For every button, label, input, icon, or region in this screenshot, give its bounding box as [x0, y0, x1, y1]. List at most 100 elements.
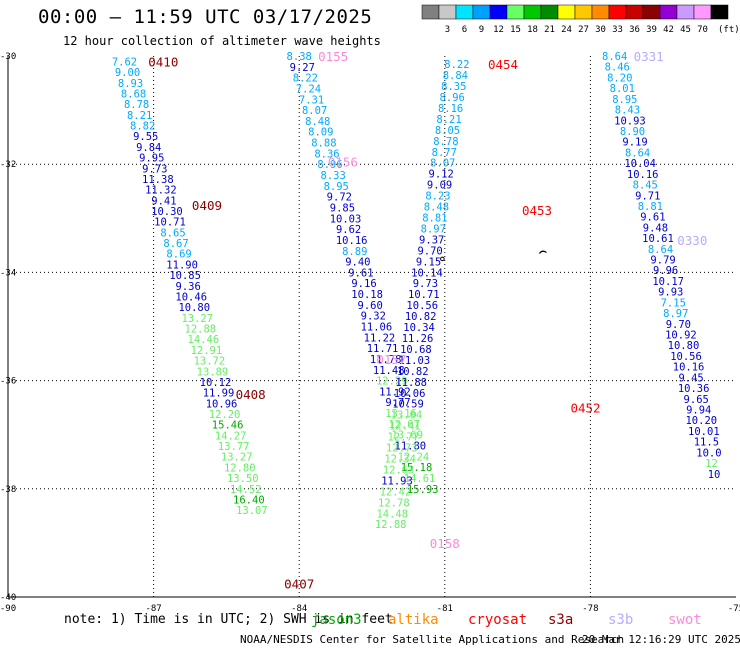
x-tick-label: -84 [291, 604, 307, 612]
wave-height-value: 10.04 [624, 158, 656, 170]
wave-height-value: 11.93 [381, 475, 413, 487]
wave-height-value: 8.23 [425, 191, 450, 203]
satellite-jason3: jason3 [311, 612, 362, 628]
wave-height-value: 8.82 [130, 121, 155, 133]
chart-title: 00:00 – 11:59 UTC 03/17/2025 [38, 6, 373, 28]
wave-height-value: 10.18 [351, 289, 383, 301]
wave-height-value: 11.71 [367, 343, 399, 355]
wave-height-value: 11.38 [142, 174, 174, 186]
wave-height-value: 9.79 [650, 255, 675, 267]
y-tick-label: -40 [0, 593, 16, 603]
legend-label: 42 [663, 25, 674, 35]
y-tick-label: -38 [0, 485, 16, 495]
wave-height-value: 10.01 [688, 426, 720, 438]
wave-height-value: 8.21 [127, 110, 152, 122]
pass-time-label: 0454 [488, 57, 518, 72]
y-tick-label: -34 [0, 268, 16, 278]
wave-height-value: 8.46 [605, 62, 630, 74]
wave-height-value: 9.48 [643, 222, 668, 234]
wave-height-value: 8.67 [163, 238, 188, 250]
x-tick-label: -87 [145, 604, 161, 612]
color-legend: 3 6 9 12 15 18 21 24 27 30 33 36 39 42 45 70 (ft) [421, 4, 740, 35]
wave-height-value: 7.31 [299, 94, 324, 106]
wave-height-value: 8.21 [436, 114, 461, 126]
wave-height-value: 8.20 [607, 72, 632, 84]
wave-height-value: 12.42 [380, 486, 412, 498]
wave-height-value: 9.40 [345, 257, 370, 269]
wave-height-value: 13.16 [385, 408, 417, 420]
wave-height-value: 13.77 [218, 441, 250, 453]
wave-height-value: 8.48 [305, 116, 330, 128]
wave-height-value: 10 [708, 469, 721, 481]
wave-height-value: 10.92 [665, 330, 697, 342]
wave-height-value: 8.38 [287, 51, 312, 63]
wave-height-value: 8.65 [160, 227, 185, 239]
pass-time-label: 0410 [148, 54, 178, 69]
wave-height-value: 11.22 [364, 332, 396, 344]
wave-height-value: 12.80 [224, 462, 256, 474]
wave-height-value: 8.78 [433, 136, 458, 148]
legend-label: 9 [479, 25, 484, 35]
wave-height-value: 9.19 [622, 137, 647, 149]
wave-height-value: 12.41 [389, 421, 421, 433]
legend-label: 33 [612, 25, 623, 35]
footer-date: 20 Mar 12:16:29 UTC 2025 [582, 633, 740, 646]
wave-height-value: 8.36 [314, 148, 339, 160]
y-tick-label: -30 [0, 52, 16, 62]
wave-height-value: 13.04 [391, 410, 423, 422]
wave-height-value: 8.22 [293, 73, 318, 85]
y-tick-label: -36 [0, 377, 16, 387]
wave-height-value: 10.80 [668, 340, 700, 352]
wave-height-value: 9.70 [666, 319, 691, 331]
legend-label: 24 [561, 25, 572, 35]
wave-height-value: 9.61 [348, 267, 373, 279]
wave-height-value: 8.01 [610, 83, 635, 95]
wave-height-value: 12.63 [383, 464, 415, 476]
wave-height-value: 9.95 [139, 153, 164, 165]
wave-height-value: 13.72 [194, 356, 226, 368]
wave-height-value: 10.16 [336, 235, 368, 247]
wave-height-value: 14.52 [230, 484, 262, 496]
x-tick-label: -90 [0, 604, 16, 612]
satellite-swot: swot [668, 612, 702, 628]
pass-time-label: 0452 [570, 401, 600, 416]
island-shape [440, 256, 445, 262]
wave-height-value: 10.85 [169, 270, 201, 282]
wave-height-value: 8.95 [324, 181, 349, 193]
wave-height-value: 12.67 [388, 419, 420, 431]
satellite-s3a: s3a [548, 612, 574, 628]
wave-height-value: 9.84 [136, 142, 161, 154]
wave-height-value: 8.05 [435, 125, 460, 137]
wave-height-value: 9.61 [640, 212, 665, 224]
wave-height-value: 9.16 [351, 278, 376, 290]
wave-height-value: 8.68 [121, 88, 146, 100]
wave-height-value: 9.73 [142, 163, 167, 175]
wave-height-value: 16.40 [233, 494, 265, 506]
wave-height-value: 9.41 [151, 195, 176, 207]
wave-height-value: 8.81 [638, 201, 663, 213]
wave-height-value: 9.96 [653, 265, 678, 277]
wave-height-value: 8.64 [625, 147, 650, 159]
wave-height-value: 11.48 [373, 365, 405, 377]
wave-height-value: 10.82 [405, 311, 437, 323]
wave-height-value: 15.93 [407, 484, 439, 496]
wave-height-value: 8.78 [124, 99, 149, 111]
wave-height-value: 9.85 [330, 202, 355, 214]
wave-height-value: 9.60 [358, 300, 383, 312]
wave-height-value: 10.71 [408, 289, 440, 301]
x-tick-label: -78 [582, 604, 598, 612]
wave-height-value: 8.77 [432, 147, 457, 159]
wave-height-value: 10.61 [642, 233, 674, 245]
pass-time-label: 0408 [236, 387, 266, 402]
wave-height-value: 11.88 [395, 377, 427, 389]
wave-height-value: 10.12 [200, 377, 232, 389]
satellite-s3b: s3b [608, 612, 634, 628]
x-tick-label: -75 [728, 604, 740, 612]
wave-height-value: 8.09 [308, 127, 333, 139]
legend-label: 21 [544, 25, 555, 35]
x-tick-label: -81 [437, 604, 453, 612]
wave-height-value: 12.24 [398, 451, 430, 463]
wave-height-value: 10.16 [627, 169, 659, 181]
wave-height-value: 9.94 [686, 404, 711, 416]
pass-time-label: 0155 [318, 49, 348, 64]
